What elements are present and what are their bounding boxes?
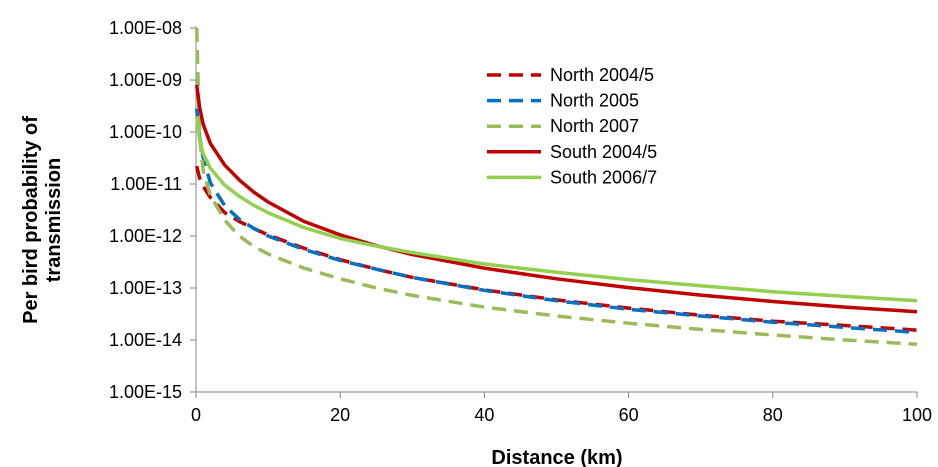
series-line-north-2005 — [194, 108, 918, 335]
y-axis-ticks: 1.00E-15 1.00E-14 1.00E-13 1.00E-12 1.00E-11… — [109, 18, 196, 402]
y-axis-title-line: Per bird probability of — [20, 116, 42, 324]
legend: North 2004/5 North 2005 North 2007 South 20… — [487, 65, 657, 187]
x-axis-title: Distance (km) — [491, 447, 622, 467]
x-tick-label: 60 — [619, 405, 639, 425]
y-tick-label: 1.00E-09 — [109, 70, 182, 90]
y-tick-label: 1.00E-15 — [109, 382, 182, 402]
series-line-south-2006-7 — [194, 116, 918, 303]
y-tick-label: 1.00E-08 — [109, 18, 182, 38]
y-tick-label: 1.00E-14 — [109, 330, 182, 350]
x-tick-label: 100 — [902, 405, 932, 425]
legend-label: North 2004/5 — [550, 65, 654, 85]
y-axis-title-line: transmission — [43, 158, 65, 282]
legend-label: North 2007 — [550, 116, 639, 136]
legend-label: South 2006/7 — [550, 167, 657, 187]
y-tick-label: 1.00E-11 — [110, 174, 182, 194]
x-tick-label: 40 — [474, 405, 494, 425]
series-line-north-2007 — [194, 27, 918, 346]
x-tick-label: 20 — [330, 405, 350, 425]
y-tick-label: 1.00E-12 — [109, 226, 182, 246]
legend-label: South 2004/5 — [550, 142, 657, 162]
x-tick-label: 80 — [763, 405, 783, 425]
x-tick-label: 0 — [191, 405, 201, 425]
y-tick-label: 1.00E-13 — [109, 278, 182, 298]
x-axis-ticks: 0 20 40 60 80 100 — [191, 392, 932, 425]
series-lines — [194, 27, 918, 346]
legend-label: North 2005 — [550, 91, 639, 111]
y-axis-title: Per bird probability of transmission — [20, 116, 65, 324]
series-line-south-2004-5 — [194, 84, 918, 314]
y-tick-label: 1.00E-10 — [109, 122, 182, 142]
